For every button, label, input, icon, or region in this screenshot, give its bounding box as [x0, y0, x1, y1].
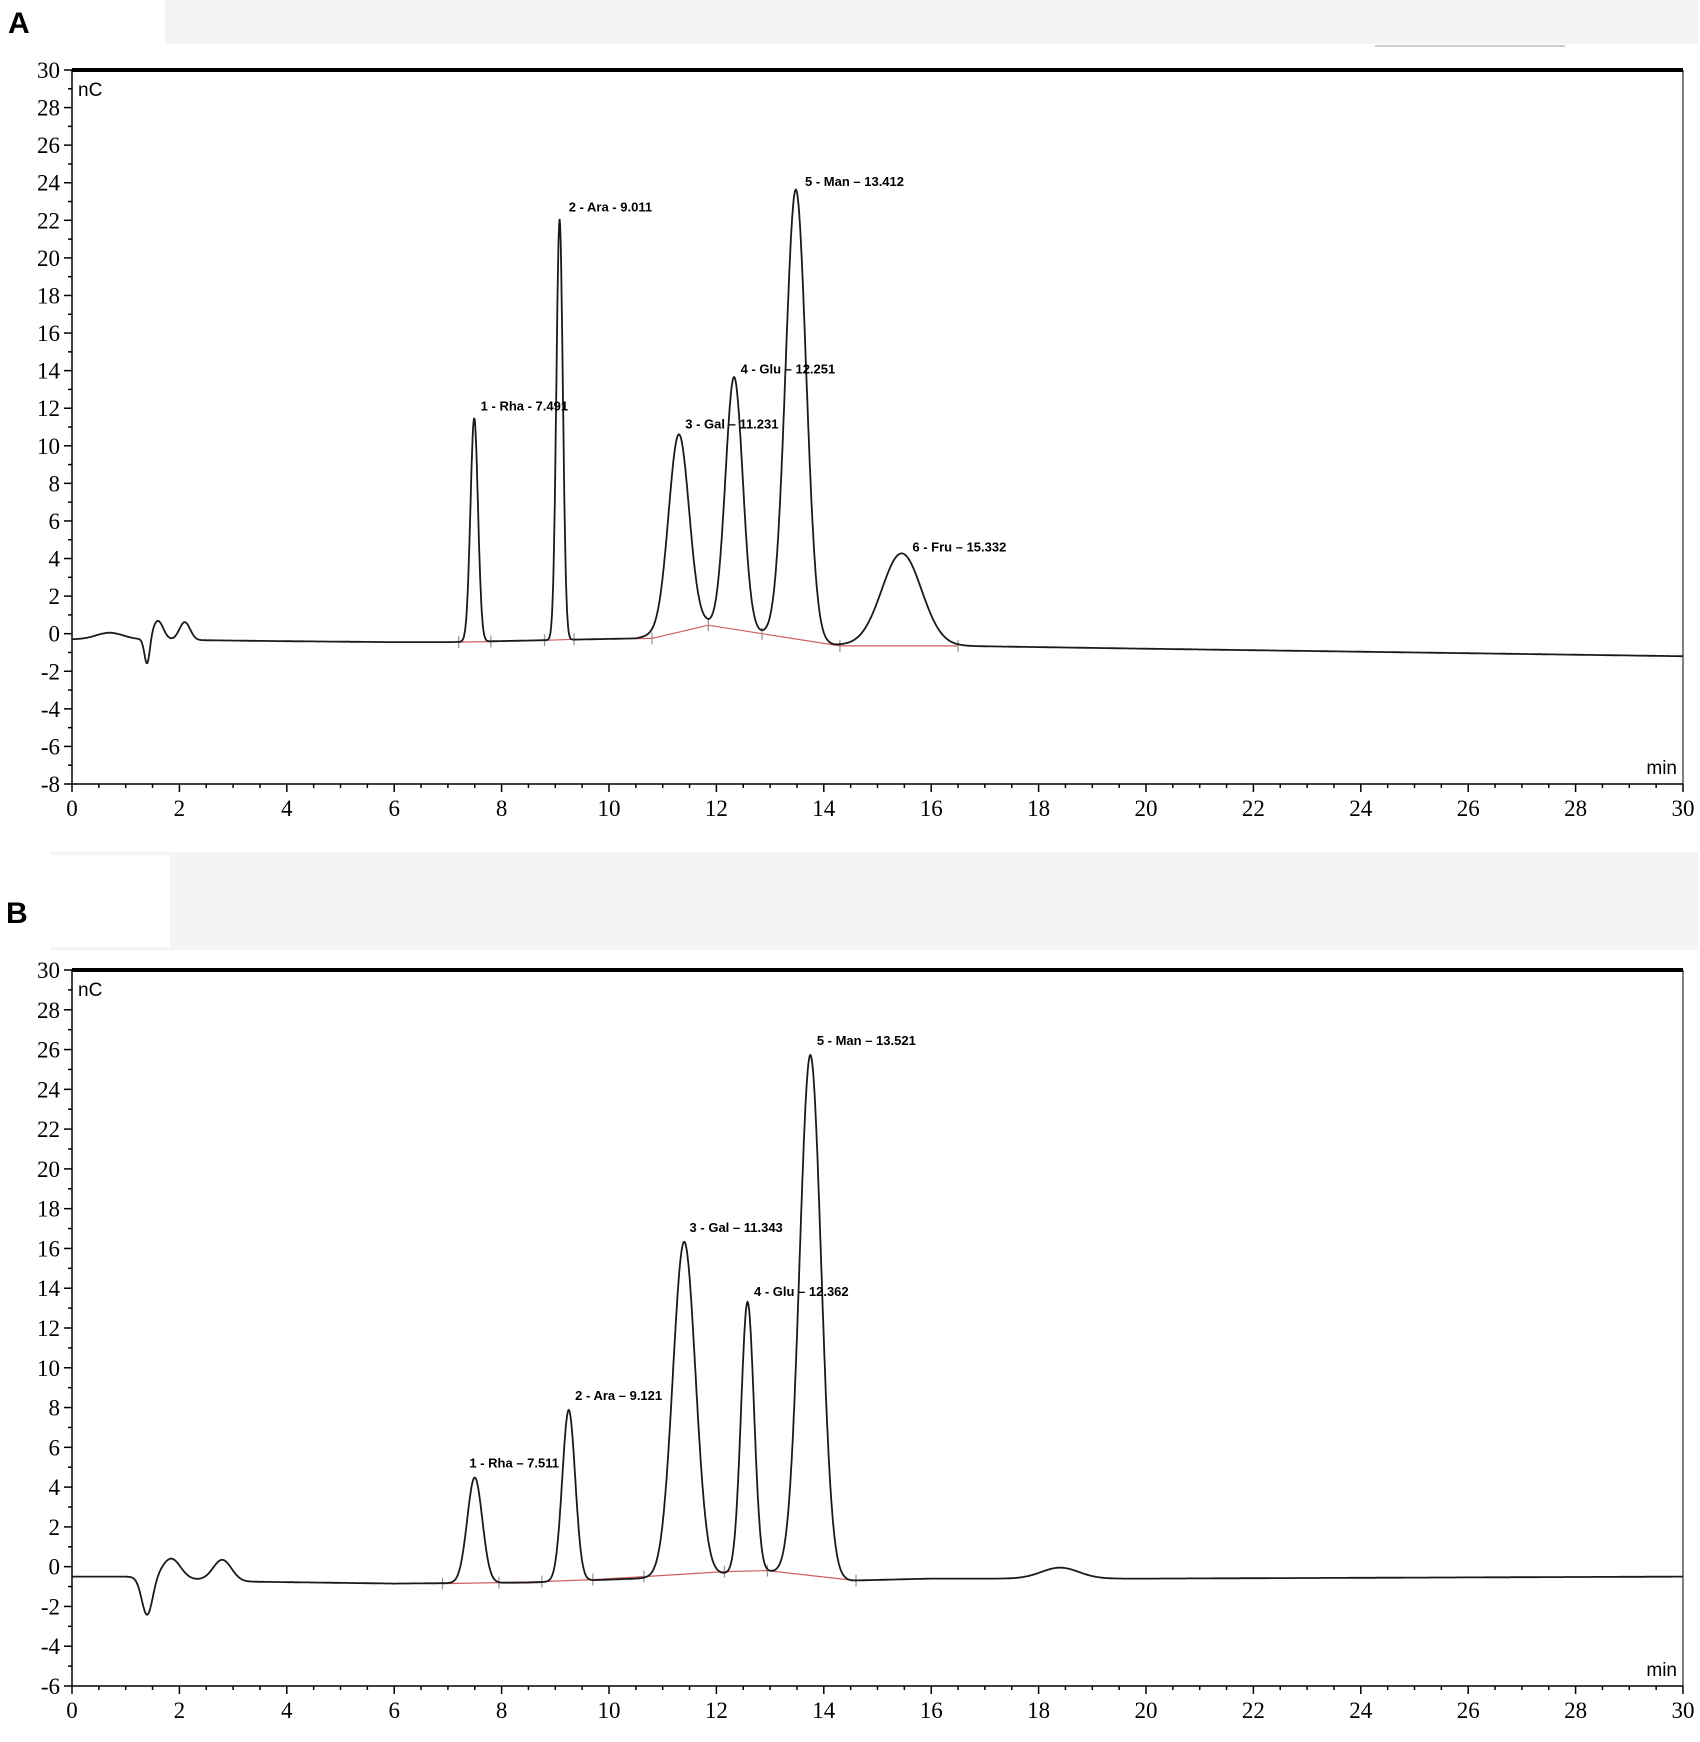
panel-b-x-tick-label: 8: [496, 1698, 508, 1723]
panel-a-y-tick-label: 12: [37, 396, 60, 421]
panel-a-peak-label-4: 4 - Glu – 12.251: [741, 361, 836, 376]
panel-b-x-tick-label: 26: [1457, 1698, 1480, 1723]
panel-a-y-tick-label: 18: [37, 283, 60, 308]
panel-b-x-tick-label: 22: [1242, 1698, 1265, 1723]
panel-b-y-tick-label: -2: [41, 1594, 60, 1619]
panel-b-peak-label-5: 5 - Man – 13.521: [817, 1033, 916, 1048]
panel-b-y-tick-label: 12: [37, 1316, 60, 1341]
panel-b-x-tick-label: 28: [1564, 1698, 1587, 1723]
panel-b-y-tick-label: 30: [37, 958, 60, 983]
panel-a-y-tick-label: -4: [41, 697, 61, 722]
panel-b-x-tick-label: 16: [920, 1698, 943, 1723]
panel-b-y-tick-label: 10: [37, 1356, 60, 1381]
panel-a-y-tick-label: 30: [37, 58, 60, 83]
panel-b-y-tick-label: 28: [37, 998, 60, 1023]
panel-a-x-tick-label: 12: [705, 796, 728, 821]
panel-a-y-tick-label: 6: [49, 509, 61, 534]
panel-b-peak-label-3: 3 - Gal – 11.343: [690, 1220, 783, 1235]
panel-b-x-tick-label: 20: [1135, 1698, 1158, 1723]
panel-b-y-tick-label: 18: [37, 1197, 60, 1222]
panel-b-header-band: [50, 852, 1698, 950]
panel-b-y-tick-label: 22: [37, 1117, 60, 1142]
panel-a-y-tick-label: -8: [41, 772, 60, 797]
panel-a-peak-label-6: 6 - Fru – 15.332: [912, 540, 1006, 555]
panel-b-y-tick-label: 20: [37, 1157, 60, 1182]
panel-a-x-tick-label: 6: [388, 796, 400, 821]
panel-b-x-tick-label: 4: [281, 1698, 293, 1723]
panel-b-signal-trace: [72, 1053, 1683, 1616]
panel-b-y-tick-label: -6: [41, 1674, 60, 1699]
panel-b-y-tick-label: 8: [49, 1396, 61, 1421]
panel-b-x-tick-label: 24: [1349, 1698, 1373, 1723]
panel-a-x-tick-label: 4: [281, 796, 293, 821]
panel-a-xlabel: min: [1646, 758, 1677, 779]
panel-a-x-tick-label: 20: [1135, 796, 1158, 821]
panel-a-y-tick-label: 14: [37, 359, 61, 384]
panel-a-y-tick-label: 16: [37, 321, 60, 346]
panel-a-x-tick-label: 10: [598, 796, 621, 821]
panel-a-x-tick-label: 30: [1672, 796, 1695, 821]
panel-b-x-tick-label: 6: [388, 1698, 400, 1723]
panel-b-x-tick-label: 30: [1672, 1698, 1695, 1723]
panel-a-y-tick-label: 2: [49, 584, 61, 609]
panel-a-x-tick-label: 16: [920, 796, 943, 821]
panel-b-peak-label-4: 4 - Glu – 12.362: [754, 1284, 849, 1299]
panel-b-peak-label-2: 2 - Ara – 9.121: [575, 1388, 662, 1403]
panel-a-peak-label-1: 1 - Rha - 7.491: [481, 399, 568, 414]
panel-a-x-tick-label: 22: [1242, 796, 1265, 821]
panel-b-peak-label-1: 1 - Rha – 7.511: [469, 1456, 559, 1471]
panel-b-x-tick-label: 2: [174, 1698, 186, 1723]
panel-a-peak-label-2: 2 - Ara - 9.011: [569, 200, 652, 215]
panel-a-y-tick-label: 28: [37, 96, 60, 121]
panel-a-y-tick-label: 4: [49, 547, 61, 572]
panel-b-y-tick-label: 16: [37, 1236, 60, 1261]
panel-a-x-tick-label: 0: [66, 796, 78, 821]
panel-b-y-tick-label: 2: [49, 1515, 61, 1540]
panel-b-y-tick-label: 26: [37, 1038, 60, 1063]
panel-a-x-tick-label: 24: [1349, 796, 1373, 821]
panel-a-peak-label-5: 5 - Man – 13.412: [805, 174, 904, 189]
panel-b-y-tick-label: -4: [41, 1634, 61, 1659]
panel-b-y-tick-label: 6: [49, 1435, 61, 1460]
panel-a-x-tick-label: 28: [1564, 796, 1587, 821]
panel-b-ylabel: nC: [78, 980, 102, 1001]
panel-a-y-tick-label: -2: [41, 659, 60, 684]
panel-a-x-tick-label: 18: [1027, 796, 1050, 821]
panel-a-y-tick-label: -6: [41, 734, 60, 759]
panel-a-ylabel: nC: [78, 80, 102, 101]
panel-b-header-notch: [50, 855, 170, 947]
panel-b-x-tick-label: 0: [66, 1698, 78, 1723]
panel-a-x-tick-label: 2: [174, 796, 186, 821]
panel-a-peak-label-3: 3 - Gal – 11.231: [685, 417, 778, 432]
panel-b-y-tick-label: 24: [37, 1077, 61, 1102]
panel-b-y-tick-label: 14: [37, 1276, 61, 1301]
panel-b-letter: B: [6, 897, 28, 930]
panel-a-y-tick-label: 8: [49, 471, 61, 496]
panel-a-signal-trace: [72, 188, 1683, 665]
panel-a-y-tick-label: 20: [37, 246, 60, 271]
panel-a-header-band: [165, 0, 1698, 44]
panel-a-x-tick-label: 14: [812, 796, 836, 821]
panel-b-y-tick-label: 4: [49, 1475, 61, 1500]
panel-b-x-tick-label: 12: [705, 1698, 728, 1723]
panel-b-x-tick-label: 10: [598, 1698, 621, 1723]
panel-a-y-tick-label: 26: [37, 133, 60, 158]
panel-a-y-tick-label: 24: [37, 171, 61, 196]
panel-a-y-tick-label: 22: [37, 208, 60, 233]
panel-a-y-tick-label: 10: [37, 434, 60, 459]
panel-a-y-tick-label: 0: [49, 622, 61, 647]
panel-a-letter: A: [8, 7, 30, 40]
panel-b-x-tick-label: 14: [812, 1698, 836, 1723]
panel-b-integration-baseline: [442, 1569, 857, 1585]
panel-a-x-tick-label: 8: [496, 796, 508, 821]
panel-b-xlabel: min: [1646, 1660, 1677, 1681]
panel-b-y-tick-label: 0: [49, 1555, 61, 1580]
panel-b-x-tick-label: 18: [1027, 1698, 1050, 1723]
panel-a-x-tick-label: 26: [1457, 796, 1480, 821]
